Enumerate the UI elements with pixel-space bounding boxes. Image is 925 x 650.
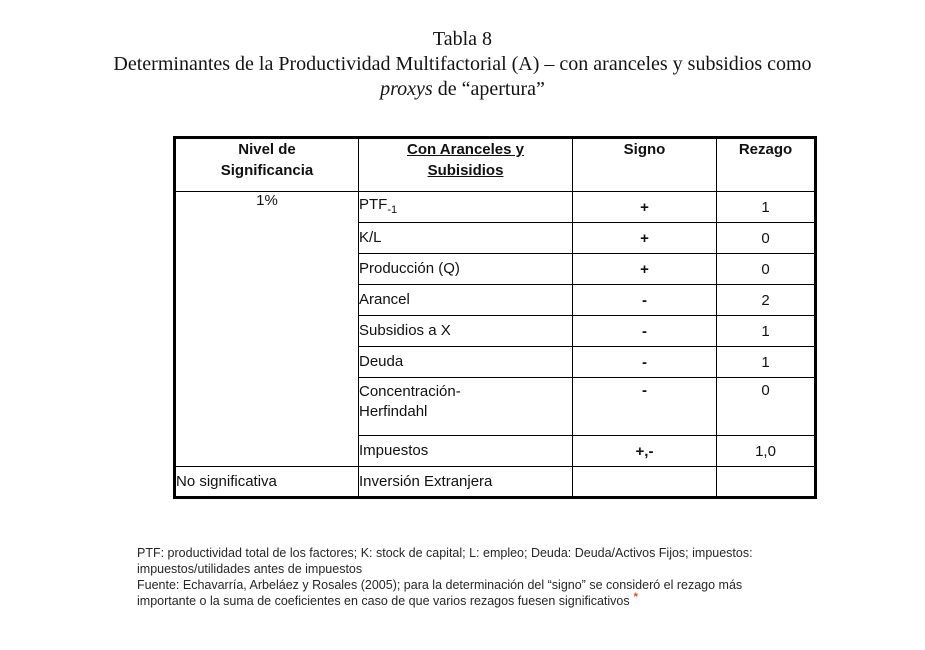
table-header-row: Nivel de Significancia Con Aranceles y S… (174, 137, 816, 192)
header-signo: Signo (572, 137, 717, 192)
table-row: Deuda - 1 (175, 346, 816, 378)
variable-name: PTF (359, 195, 388, 213)
cell-rezago: 1 (716, 315, 816, 347)
cell-signo: - (572, 377, 717, 436)
cell-variable-ptf: PTF-1 (358, 191, 573, 223)
table-row: Concentración- Herfindahl - 0 (175, 377, 816, 436)
table-row: Producción (Q) + 0 (175, 253, 816, 285)
table-row: Subsidios a X - 1 (175, 315, 816, 347)
footnote-source-line1: Fuente: Echavarría, Arbeláez y Rosales (… (137, 578, 743, 592)
cell-signo: + (572, 222, 717, 254)
cell-signo: - (572, 346, 717, 378)
footnote-source-line2: importante o la suma de coeficientes en … (137, 591, 837, 610)
cell-rezago (716, 466, 816, 498)
footnote-definitions-line1: PTF: productividad total de los factores… (137, 546, 753, 560)
cell-signo: - (572, 315, 717, 347)
table-row: Impuestos +,- 1,0 (175, 435, 816, 467)
table-number: Tabla 8 (432, 28, 493, 50)
table-subtitle-rest: de “apertura” (432, 78, 545, 100)
table-row: No significativa Inversión Extranjera (174, 466, 816, 498)
cell-signo: +,- (572, 435, 717, 467)
cell-signo: - (572, 284, 717, 316)
cell-rezago: 0 (716, 377, 816, 436)
cell-variable-concentracion-herfindahl: Concentración- Herfindahl (358, 377, 573, 436)
header-nivel-de-significancia: Nivel de Significancia (174, 137, 359, 192)
variable-subscript: -1 (387, 203, 398, 216)
table-row: 1% PTF-1 + 1 (174, 191, 816, 467)
results-table: Nivel de Significancia Con Aranceles y S… (173, 136, 817, 499)
table-subtitle-proxys: proxys (380, 78, 433, 100)
footnote-source-line2-text: importante o la suma de coeficientes en … (137, 594, 630, 608)
footnote-definitions-line2: impuestos/utilidades antes de impuestos (137, 562, 363, 576)
table-subtitle: proxys de “apertura” (0, 77, 925, 102)
cell-variable-arancel: Arancel (358, 284, 573, 316)
cell-rezago: 1,0 (716, 435, 816, 467)
cell-variable-inversion-extranjera: Inversión Extranjera (358, 466, 573, 498)
cell-rezago: 1 (716, 191, 816, 223)
header-con-aranceles-y-subisidios: Con Aranceles y Subisidios (358, 137, 573, 192)
table-row: K/L + 0 (175, 222, 816, 254)
cell-variable-produccion: Producción (Q) (358, 253, 573, 285)
cell-variable-subsidios: Subsidios a X (358, 315, 573, 347)
cell-rezago: 0 (716, 222, 816, 254)
cell-signo (572, 466, 717, 498)
cell-signo: + (572, 253, 717, 285)
footnote-block: PTF: productividad total de los factores… (137, 545, 837, 610)
cell-variable-impuestos: Impuestos (358, 435, 573, 467)
header-rezago: Rezago (716, 137, 816, 192)
table-row: Arancel - 2 (175, 284, 816, 316)
cell-rezago: 0 (716, 253, 816, 285)
title-block: Tabla 8 Determinantes de la Productivida… (0, 27, 925, 102)
cell-significance-level-no-significativa: No significativa (174, 466, 359, 498)
cell-rezago: 2 (716, 284, 816, 316)
cell-significance-level-1pct: 1% (174, 191, 359, 467)
cell-variable-kl: K/L (358, 222, 573, 254)
footnote-asterisk: * (633, 591, 638, 603)
cell-variable-deuda: Deuda (358, 346, 573, 378)
table-title: Determinantes de la Productividad Multif… (113, 53, 812, 75)
cell-signo: + (572, 191, 717, 223)
results-table-container: Nivel de Significancia Con Aranceles y S… (173, 136, 817, 499)
cell-rezago: 1 (716, 346, 816, 378)
